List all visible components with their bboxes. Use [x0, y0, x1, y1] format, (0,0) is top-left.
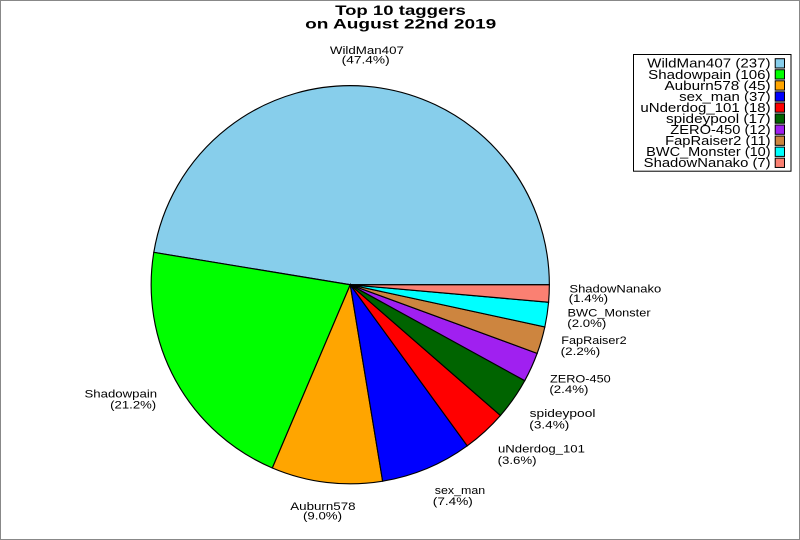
svg-text:ZERO-450: ZERO-450 [550, 373, 611, 385]
svg-text:BWC_Monster (10): BWC_Monster (10) [646, 144, 770, 159]
svg-text:uNderdog_101 (18): uNderdog_101 (18) [640, 100, 770, 115]
svg-text:(2.4%): (2.4%) [549, 384, 588, 396]
svg-text:(9.0%): (9.0%) [303, 510, 342, 522]
svg-text:sex_man (37): sex_man (37) [679, 89, 770, 104]
svg-text:ShadowNanako: ShadowNanako [569, 284, 661, 296]
svg-text:(1.4%): (1.4%) [569, 293, 609, 305]
svg-text:Shadowpain: Shadowpain [85, 388, 158, 400]
svg-text:(3.4%): (3.4%) [529, 419, 569, 431]
svg-text:BWC_Monster: BWC_Monster [568, 308, 651, 320]
svg-text:Shadowpain (106): Shadowpain (106) [648, 67, 770, 82]
svg-text:(7.4%): (7.4%) [433, 496, 473, 508]
svg-text:on August 22nd 2019: on August 22nd 2019 [305, 16, 496, 32]
svg-text:(21.2%): (21.2%) [110, 399, 156, 411]
svg-text:ZERO-450 (12): ZERO-450 (12) [670, 122, 770, 137]
svg-text:Auburn578 (45): Auburn578 (45) [665, 78, 771, 93]
svg-text:Auburn578: Auburn578 [290, 501, 355, 513]
svg-text:WildMan407: WildMan407 [330, 45, 404, 57]
svg-text:(3.6%): (3.6%) [498, 455, 537, 467]
svg-text:FapRaiser2: FapRaiser2 [561, 335, 626, 347]
svg-text:Top 10 taggers: Top 10 taggers [335, 2, 466, 18]
svg-text:uNderdog_101: uNderdog_101 [498, 444, 585, 456]
svg-text:WildMan407 (237): WildMan407 (237) [647, 56, 770, 71]
svg-text:sex_man: sex_man [435, 485, 485, 497]
svg-text:(47.4%): (47.4%) [342, 55, 390, 67]
svg-text:spideypool: spideypool [530, 408, 596, 420]
svg-text:ShadowNanako (7): ShadowNanako (7) [644, 155, 771, 170]
svg-text:spideypool (17): spideypool (17) [666, 111, 771, 126]
svg-text:FapRaiser2 (11): FapRaiser2 (11) [665, 133, 771, 148]
svg-text:(2.2%): (2.2%) [561, 346, 601, 358]
svg-text:(2.0%): (2.0%) [567, 318, 606, 330]
